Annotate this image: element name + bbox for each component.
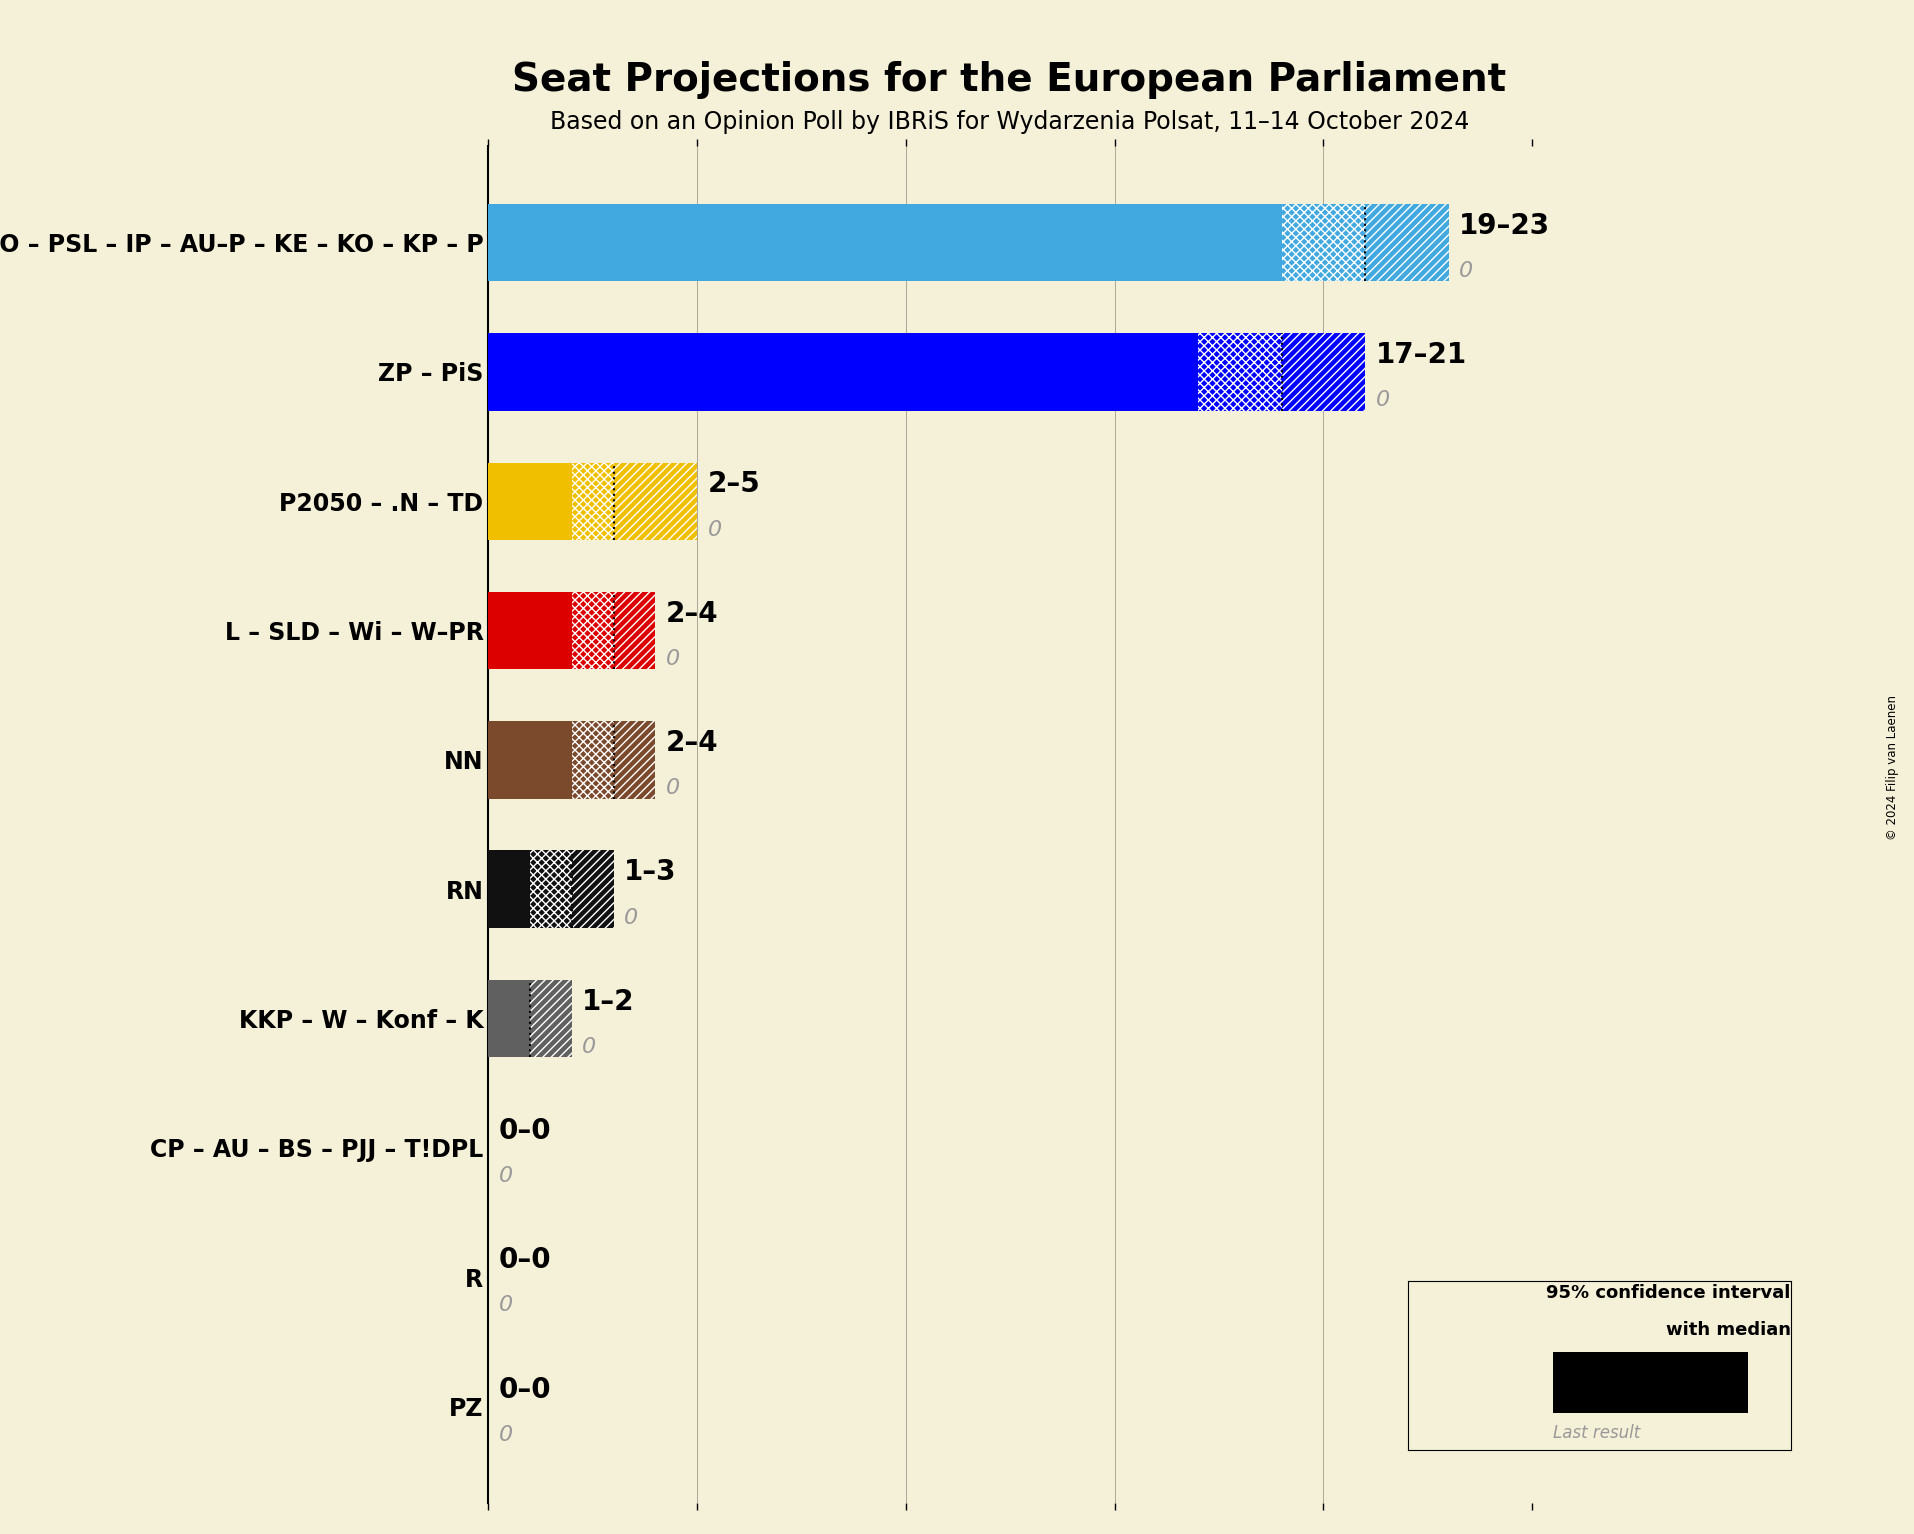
Text: 95% confidence interval: 95% confidence interval: [1545, 1284, 1790, 1302]
Text: 0: 0: [498, 1296, 513, 1316]
Bar: [572, 721, 612, 799]
Bar: [1365, 204, 1447, 282]
Bar: [612, 721, 655, 799]
Text: 19–23: 19–23: [1458, 212, 1548, 239]
Text: with median: with median: [1665, 1321, 1790, 1339]
Text: 0: 0: [498, 1425, 513, 1445]
Text: 0: 0: [666, 649, 679, 669]
Bar: [1682, 1351, 1747, 1413]
Text: Seat Projections for the European Parliament: Seat Projections for the European Parlia…: [511, 61, 1506, 100]
Bar: [530, 980, 572, 1057]
Text: 1–2: 1–2: [582, 988, 634, 1016]
Text: 0: 0: [498, 1166, 513, 1186]
Bar: [488, 850, 530, 928]
Bar: [572, 592, 612, 669]
Bar: [1617, 1351, 1682, 1413]
Text: 2–5: 2–5: [706, 471, 760, 499]
Text: 2–4: 2–4: [666, 729, 718, 758]
Bar: [488, 333, 1198, 411]
Text: 0–0: 0–0: [498, 1117, 551, 1144]
Bar: [1280, 333, 1365, 411]
Bar: [488, 592, 572, 669]
Text: 0: 0: [706, 520, 722, 540]
Bar: [488, 980, 530, 1057]
Text: 0: 0: [1458, 261, 1472, 281]
Text: Last result: Last result: [1552, 1424, 1640, 1442]
Text: 1–3: 1–3: [624, 859, 676, 887]
Text: 0: 0: [666, 778, 679, 798]
Bar: [1280, 204, 1365, 282]
Bar: [572, 463, 612, 540]
Text: 0–0: 0–0: [498, 1246, 551, 1275]
Text: 17–21: 17–21: [1374, 341, 1466, 370]
Text: 2–4: 2–4: [666, 600, 718, 627]
Bar: [612, 592, 655, 669]
Bar: [1552, 1351, 1617, 1413]
Bar: [488, 721, 572, 799]
Bar: [1198, 333, 1280, 411]
Text: 0: 0: [1374, 391, 1390, 411]
Bar: [612, 463, 697, 540]
Bar: [530, 850, 572, 928]
Text: 0: 0: [624, 908, 637, 928]
Text: © 2024 Filip van Laenen: © 2024 Filip van Laenen: [1885, 695, 1897, 839]
Bar: [488, 204, 1280, 282]
Text: 0: 0: [582, 1037, 595, 1057]
Bar: [572, 850, 612, 928]
Text: 0–0: 0–0: [498, 1376, 551, 1404]
Text: Based on an Opinion Poll by IBRiS for Wydarzenia Polsat, 11–14 October 2024: Based on an Opinion Poll by IBRiS for Wy…: [549, 110, 1468, 135]
Bar: [488, 463, 572, 540]
